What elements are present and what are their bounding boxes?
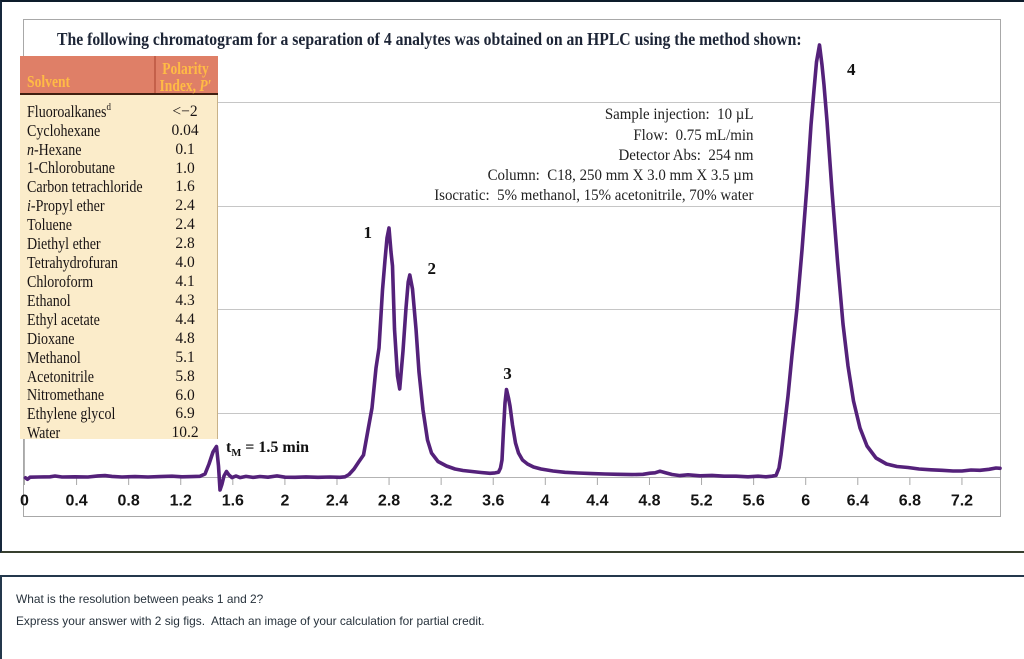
svg-text:2.4: 2.4 — [326, 493, 348, 510]
svg-text:1.6: 1.6 — [222, 493, 244, 510]
svg-text:5.2: 5.2 — [690, 493, 712, 510]
svg-text:4.4: 4.4 — [586, 493, 608, 510]
svg-text:1.2: 1.2 — [170, 493, 192, 510]
svg-text:4.8: 4.8 — [638, 493, 660, 510]
svg-text:0.8: 0.8 — [118, 493, 140, 510]
svg-text:3.6: 3.6 — [482, 493, 504, 510]
svg-text:0.4: 0.4 — [65, 493, 87, 510]
svg-text:3.2: 3.2 — [430, 493, 452, 510]
svg-text:7.2: 7.2 — [951, 493, 973, 510]
svg-text:2: 2 — [280, 493, 289, 510]
svg-text:4: 4 — [541, 493, 550, 510]
svg-text:6.4: 6.4 — [847, 493, 869, 510]
svg-text:0: 0 — [20, 493, 29, 510]
svg-text:6: 6 — [801, 493, 810, 510]
svg-text:5.6: 5.6 — [742, 493, 764, 510]
svg-text:6.8: 6.8 — [899, 493, 921, 510]
svg-text:2.8: 2.8 — [378, 493, 400, 510]
